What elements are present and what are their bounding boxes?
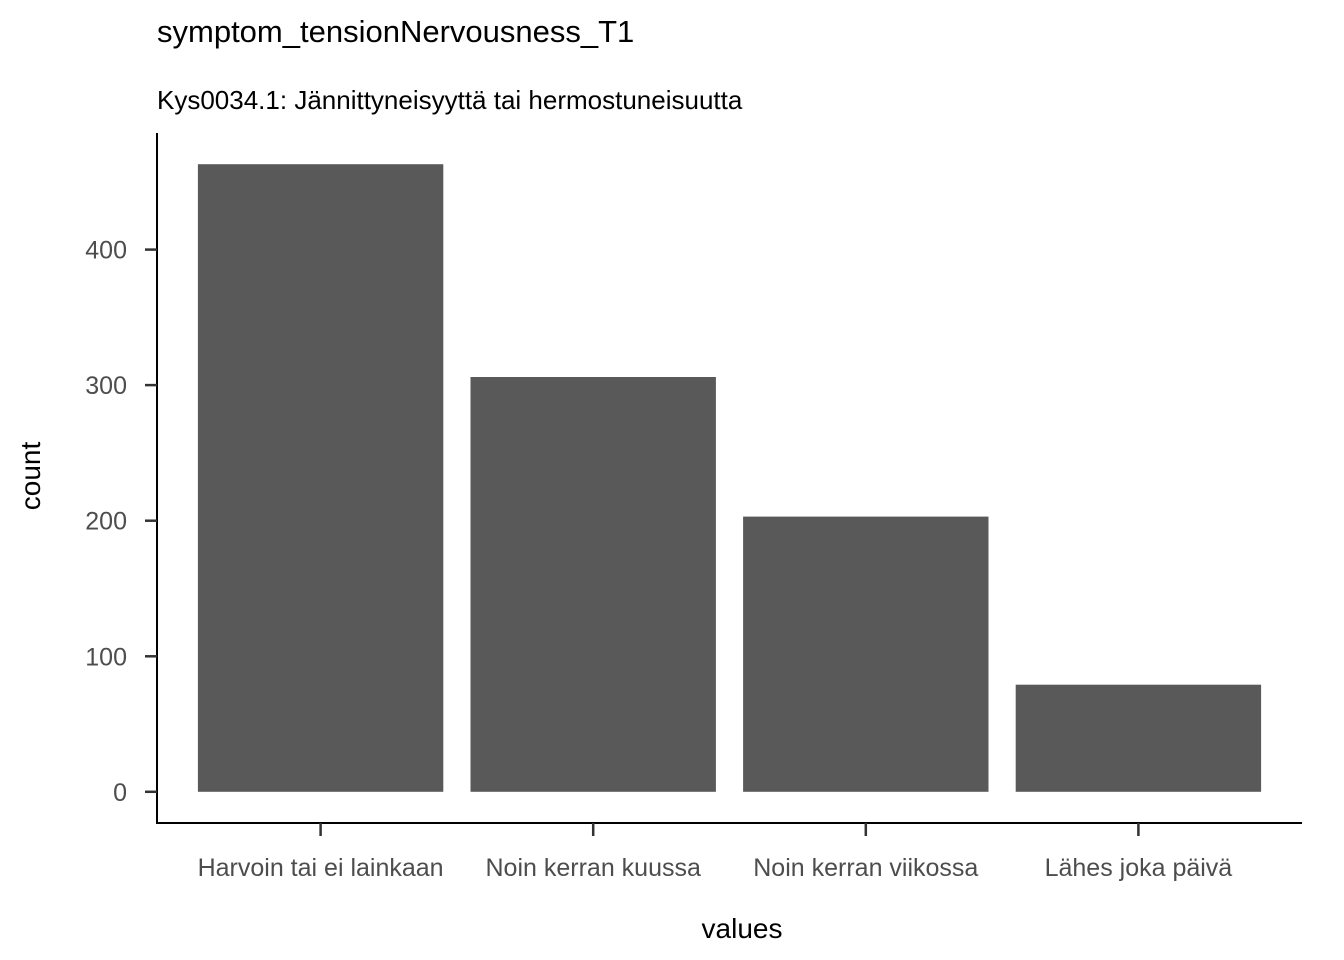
bar-3 xyxy=(743,516,989,792)
chart-title: symptom_tensionNervousness_T1 xyxy=(157,14,634,49)
y-axis-title: count xyxy=(15,442,46,511)
bar-4 xyxy=(1015,684,1262,792)
x-axis-ticks: Harvoin tai ei lainkaan Noin kerran kuuss… xyxy=(198,823,1233,882)
bars-group xyxy=(197,164,1262,792)
y-tick-label: 100 xyxy=(85,643,127,671)
bar-2 xyxy=(470,377,716,792)
y-tick-label: 0 xyxy=(113,779,127,807)
y-tick-label: 400 xyxy=(85,237,127,265)
x-tick-label: Lähes joka päivä xyxy=(1045,854,1233,882)
x-tick-label: Noin kerran viikossa xyxy=(753,854,978,882)
y-tick-label: 200 xyxy=(85,508,127,536)
x-axis-title: values xyxy=(702,913,783,944)
x-tick-label: Noin kerran kuussa xyxy=(486,854,701,882)
y-tick-label: 300 xyxy=(85,372,127,400)
x-tick-label: Harvoin tai ei lainkaan xyxy=(198,854,444,882)
y-axis-ticks: 0 100 200 300 400 xyxy=(85,237,157,807)
chart-subtitle: Kys0034.1: Jännittyneisyyttä tai hermost… xyxy=(157,85,743,115)
bar-1 xyxy=(197,164,444,792)
